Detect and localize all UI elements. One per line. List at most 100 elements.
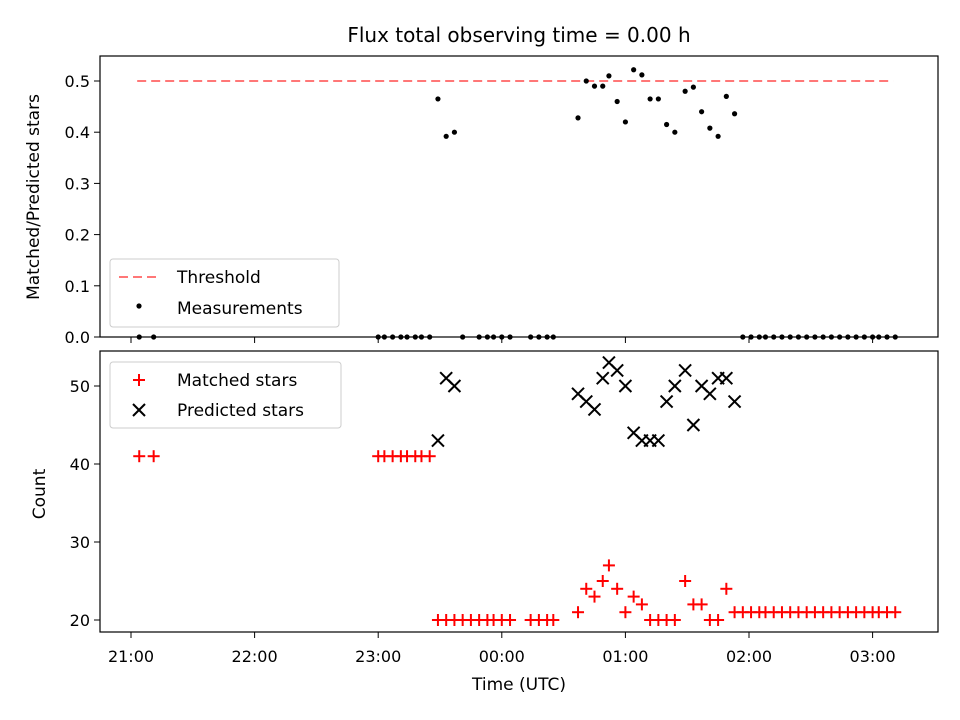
x-tick-label: 22:00 (232, 647, 278, 666)
chart-title: Flux total observing time = 0.00 h (347, 23, 690, 47)
top-y-axis: 0.0 0.1 0.2 0.3 0.4 0.5 (65, 72, 100, 347)
legend-predicted-label: Predicted stars (177, 401, 304, 421)
predicted-star-marker (659, 394, 674, 409)
measurement-point (443, 133, 449, 139)
legend-measurements-label: Measurements (177, 299, 303, 319)
legend-threshold-label: Threshold (176, 268, 261, 288)
predicted-star-marker (651, 433, 666, 448)
matched-star-marker (635, 598, 648, 611)
bottom-y-tick-label: 20 (70, 611, 90, 630)
measurement-point (583, 78, 589, 84)
legend-measurements-swatch (136, 303, 142, 309)
predicted-star-marker (719, 371, 734, 385)
top-panel: Flux total observing time = 0.00 h 0.00.… (24, 23, 939, 347)
top-axes-frame (99, 55, 939, 338)
bottom-y-axis-label: Count (30, 468, 50, 519)
measurement-point (591, 83, 598, 89)
predicted-star-marker (686, 418, 701, 432)
bottom-y-axis: 20 30 40 50 (70, 377, 100, 630)
top-x-tick-marks (130, 337, 874, 343)
predicted-star-marker (596, 371, 610, 385)
top-y-tick-label: 0.1 (65, 277, 90, 296)
matched-star-marker (504, 614, 517, 626)
bottom-legend: Matched stars Predicted stars (109, 361, 342, 429)
top-y-tick-label: 0.0 (65, 328, 90, 347)
matched-star-marker (423, 450, 436, 463)
predicted-star-marker (618, 379, 633, 393)
bottom-y-tick-label: 40 (70, 455, 90, 474)
measurement-point (672, 129, 678, 135)
top-y-tick-label: 0.4 (65, 123, 90, 142)
measurement-point (707, 125, 713, 131)
measurement-point (600, 83, 606, 89)
top-y-tick-label: 0.3 (65, 174, 90, 193)
legend-predicted-swatch (132, 403, 146, 417)
top-y-tick-label: 0.5 (65, 72, 90, 91)
measurement-point (690, 84, 696, 90)
x-tick-label: 21:00 (108, 647, 154, 666)
matched-star-marker (133, 450, 146, 463)
matched-star-marker (147, 450, 160, 463)
measurement-point (723, 93, 729, 99)
measurement-point (655, 96, 661, 102)
measurement-point (647, 96, 653, 102)
x-tick-label: 02:00 (726, 647, 772, 666)
top-y-tick-label: 0.2 (65, 226, 90, 245)
measurement-point (731, 111, 738, 117)
matched-star-marker (679, 575, 692, 587)
matched-star-marker (695, 598, 708, 611)
bottom-y-tick-label: 50 (70, 377, 90, 396)
x-tick-label: 01:00 (602, 647, 648, 666)
top-y-axis-label: Matched/Predicted stars (24, 94, 44, 300)
measurement-point (682, 88, 688, 94)
x-axis-label: Time (UTC) (471, 675, 566, 695)
top-legend: Threshold Measurements (109, 258, 340, 328)
measurement-point (614, 98, 620, 105)
x-tick-label: 23:00 (355, 647, 401, 666)
measurement-point (639, 72, 645, 78)
matched-star-marker (889, 606, 902, 619)
measurement-point (631, 67, 637, 73)
measurement-point (715, 133, 721, 139)
bottom-x-axis: 21:00 22:00 23:00 00:00 01:00 02:00 03:00 (108, 632, 896, 666)
matched-star-marker (668, 614, 681, 626)
measurement-point (664, 121, 670, 128)
matched-star-marker (720, 582, 733, 595)
predicted-star-marker (668, 379, 682, 393)
legend-matched-swatch (133, 374, 145, 386)
measurement-point (575, 115, 581, 121)
bottom-y-tick-label: 30 (70, 533, 90, 552)
top-legend-box (109, 258, 340, 328)
matched-star-marker (547, 614, 560, 626)
matched-star-marker (596, 575, 609, 587)
matched-star-marker (580, 582, 593, 595)
matched-star-marker (619, 606, 632, 619)
matched-star-marker (712, 614, 725, 626)
matched-star-marker (572, 606, 585, 619)
bottom-legend-box (109, 361, 342, 429)
matched-star-marker (627, 590, 640, 603)
predicted-star-marker (610, 363, 624, 378)
measurement-point (606, 73, 612, 79)
measurement-point (622, 119, 629, 125)
matched-star-marker (588, 590, 601, 603)
predicted-star-marker (703, 387, 717, 401)
predicted-star-marker (727, 394, 742, 409)
measurement-point (699, 109, 705, 115)
matched-star-marker (611, 582, 624, 595)
matched-star-marker (602, 559, 615, 572)
bottom-panel: 20 30 40 50 21:00 22:00 23:00 00:00 01:00 02:00 0… (30, 350, 939, 695)
measurement-point (435, 96, 441, 102)
bottom-axes-frame (99, 350, 939, 633)
x-tick-label: 00:00 (479, 647, 525, 666)
x-tick-label: 03:00 (850, 647, 896, 666)
predicted-star-marker (587, 402, 602, 417)
legend-matched-label: Matched stars (177, 371, 297, 391)
predicted-star-marker (431, 433, 445, 448)
predicted-star-marker (678, 363, 692, 378)
bottom-plot-area (133, 355, 902, 626)
predicted-star-marker (447, 379, 462, 393)
measurement-point (451, 129, 458, 135)
